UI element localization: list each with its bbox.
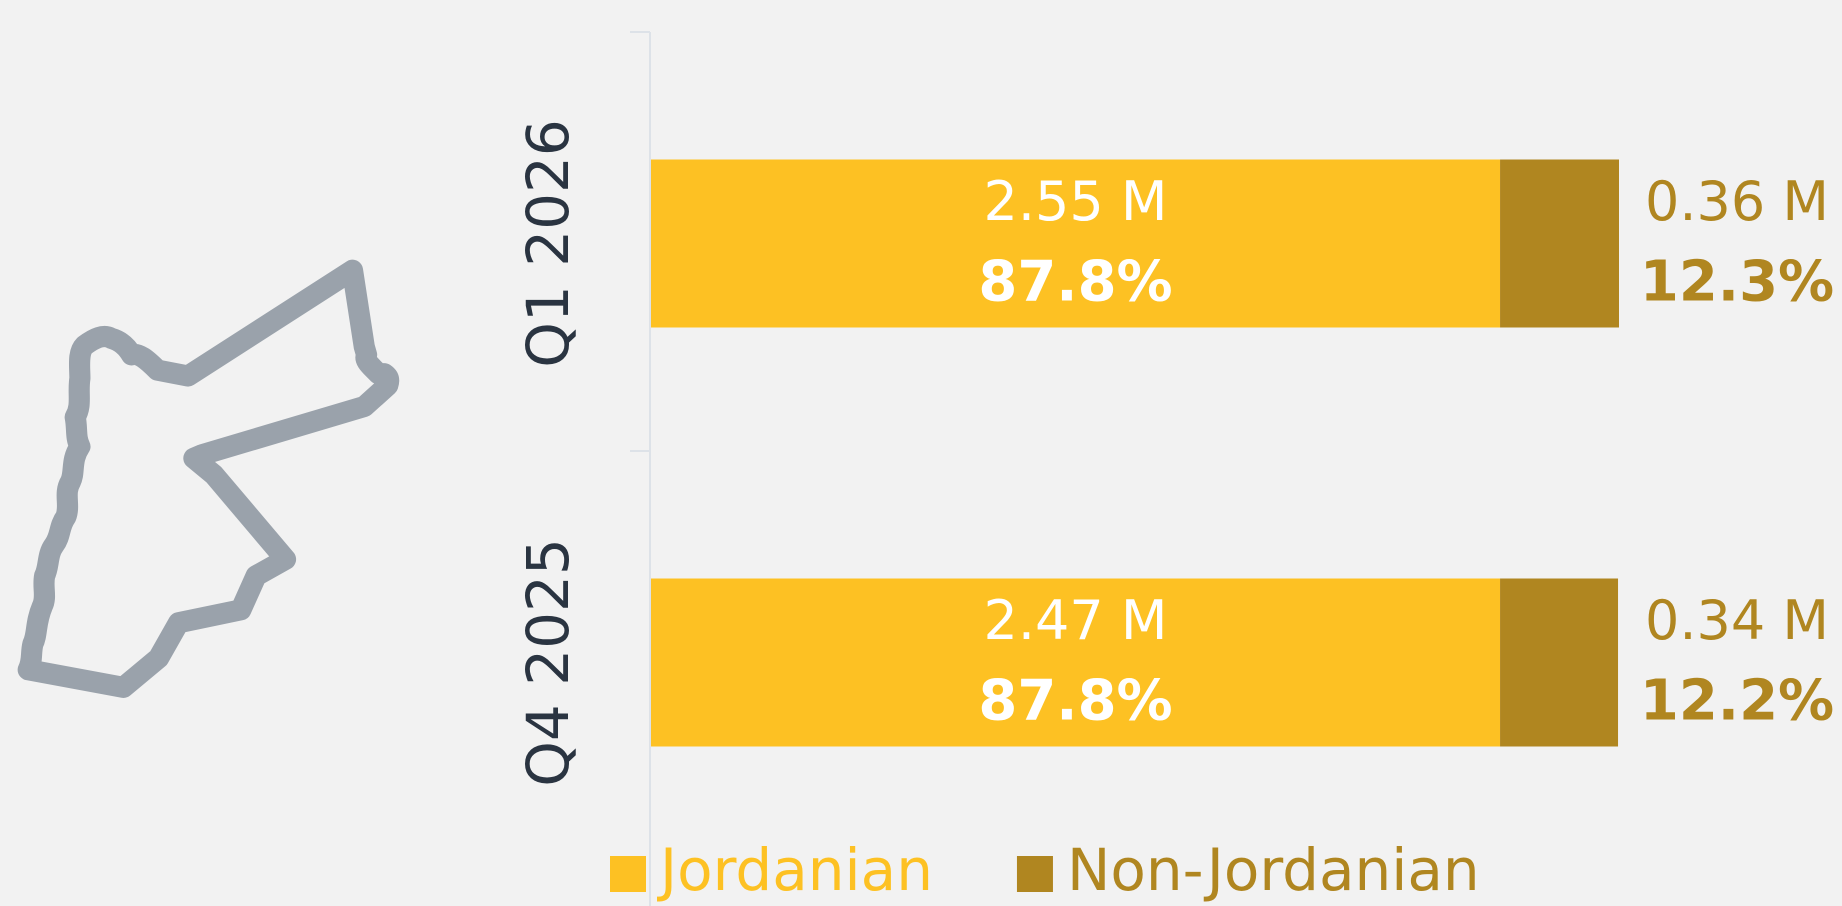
- amount-label: 2.55 M: [984, 170, 1168, 233]
- amount-label: 2.47 M: [984, 589, 1168, 652]
- amount-label: 0.36 M: [1645, 170, 1829, 233]
- bar-segment: [1500, 578, 1619, 747]
- bar-segment: [1500, 159, 1619, 328]
- value-label: 12.2%: [1640, 669, 1834, 734]
- jordan-map: [17, 259, 400, 698]
- value-label: 87.8%: [978, 669, 1172, 734]
- value-label: 12.3%: [1640, 250, 1834, 315]
- bar-segment: [651, 578, 1501, 747]
- legend-swatch: [610, 856, 646, 892]
- category-label: Q4 2025: [514, 538, 582, 787]
- legend-swatch: [1016, 856, 1053, 892]
- amount-label: 0.34 M: [1645, 589, 1829, 652]
- legend-label: Non-Jordanian: [1067, 836, 1480, 904]
- bar-segment: [651, 159, 1501, 328]
- value-label: 87.8%: [978, 250, 1172, 315]
- category-label: Q1 2026: [514, 119, 582, 368]
- legend-label: Jordanian: [657, 836, 933, 904]
